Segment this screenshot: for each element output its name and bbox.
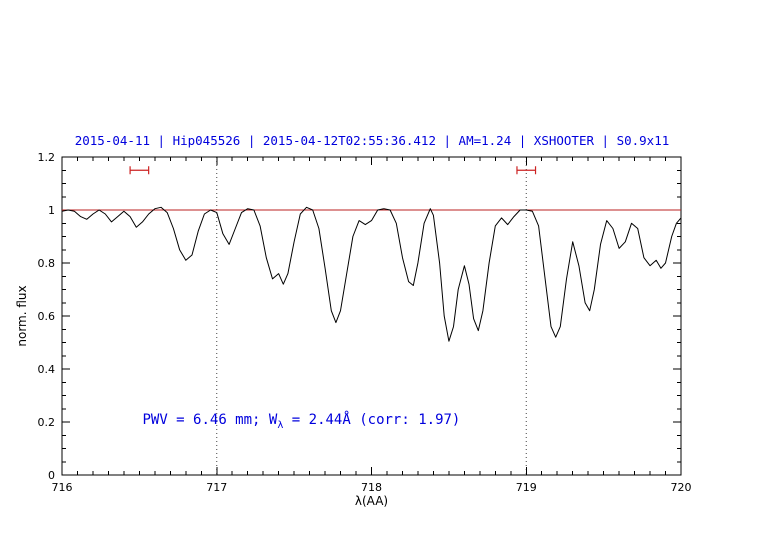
annotation-sub: λ	[277, 419, 284, 431]
x-tick-label: 718	[361, 481, 382, 494]
plot-frame	[61, 156, 682, 476]
pwv-annotation: PWV = 6.46 mm; Wλ = 2.44Å (corr: 1.97)	[142, 412, 460, 431]
y-tick-label: 1.2	[38, 151, 56, 164]
annotation-post: = 2.44Å (corr: 1.97)	[283, 412, 461, 428]
x-tick-label: 719	[516, 481, 537, 494]
spectrum-line	[61, 206, 682, 342]
y-axis-label: norm. flux	[15, 285, 29, 347]
x-axis-label: λ(AA)	[354, 494, 389, 508]
x-tick-label: 720	[671, 481, 692, 494]
plot-title: 2015-04-11 | Hip045526 | 2015-04-12T02:5…	[74, 133, 670, 148]
y-tick-label: 0.2	[38, 416, 56, 429]
y-tick-label: 0.4	[38, 363, 56, 376]
x-tick-label: 716	[52, 481, 73, 494]
y-tick-label: 0.8	[38, 257, 56, 270]
x-tick-label: 717	[206, 481, 227, 494]
y-tick-label: 0	[48, 469, 55, 482]
annotation-pre: PWV = 6.46 mm; W	[142, 412, 278, 428]
y-tick-label: 1	[48, 204, 55, 217]
y-tick-label: 0.6	[38, 310, 56, 323]
spectrum-plot: 716 717 718 719 720 0 0.2 0.4 0.6 0.8 1 1.2	[38, 151, 692, 494]
